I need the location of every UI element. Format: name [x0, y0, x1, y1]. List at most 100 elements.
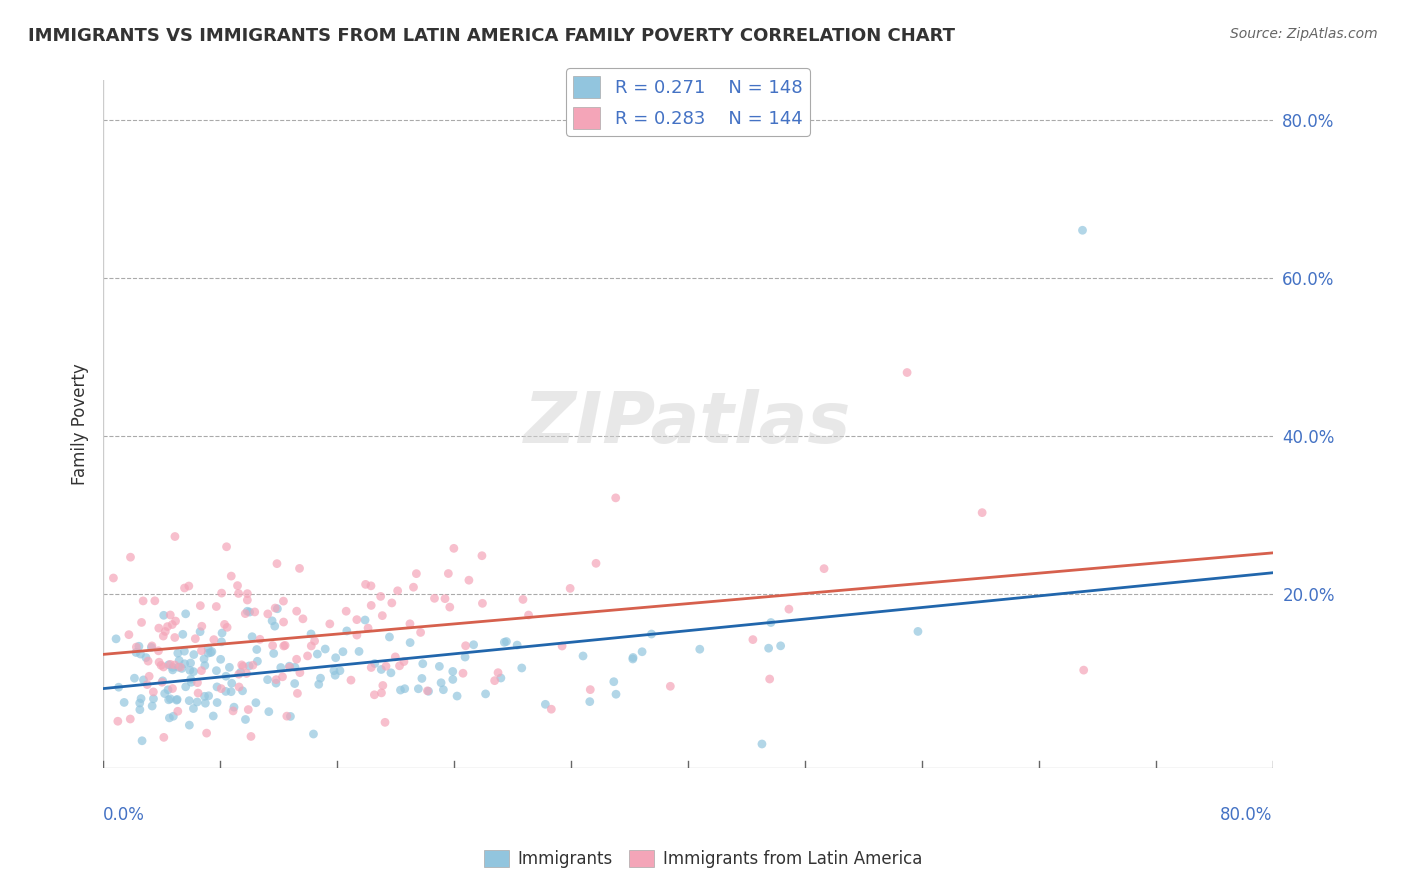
Point: [167, 653, 190, 667]
Point: [200, 646, 222, 660]
Point: [138, 669, 160, 683]
Point: [384, 649, 406, 664]
Point: [157, 693, 180, 707]
Point: [170, 661, 193, 675]
Point: [370, 590, 392, 604]
Point: [136, 654, 159, 668]
Point: [439, 600, 461, 615]
Point: [246, 642, 269, 657]
Point: [388, 658, 411, 673]
Point: [370, 663, 392, 677]
Point: [621, 650, 644, 665]
Point: [150, 658, 173, 673]
Point: [194, 696, 217, 710]
Point: [370, 686, 392, 700]
Point: [174, 680, 197, 694]
Point: [219, 569, 242, 583]
Point: [387, 583, 409, 598]
Point: [585, 557, 607, 571]
Point: [228, 680, 250, 694]
Point: [183, 665, 205, 679]
Point: [534, 698, 557, 712]
Point: [266, 557, 288, 571]
Point: [162, 660, 184, 674]
Point: [371, 678, 394, 692]
Point: [572, 648, 595, 663]
Point: [231, 683, 253, 698]
Point: [163, 529, 186, 543]
Point: [347, 644, 370, 658]
Point: [266, 601, 288, 615]
Point: [211, 626, 233, 640]
Point: [291, 612, 314, 626]
Point: [173, 657, 195, 671]
Point: [896, 366, 918, 380]
Point: [148, 621, 170, 635]
Point: [236, 593, 259, 607]
Point: [287, 686, 309, 700]
Point: [418, 684, 440, 698]
Point: [105, 632, 128, 646]
Point: [689, 642, 711, 657]
Point: [141, 639, 163, 653]
Point: [150, 675, 173, 690]
Point: [323, 668, 346, 682]
Point: [432, 682, 454, 697]
Point: [211, 635, 233, 649]
Point: [778, 602, 800, 616]
Point: [354, 577, 377, 591]
Point: [441, 673, 464, 687]
Point: [159, 607, 181, 622]
Point: [741, 632, 763, 647]
Point: [263, 647, 285, 661]
Point: [179, 718, 201, 732]
Point: [235, 713, 257, 727]
Point: [166, 704, 188, 718]
Point: [142, 685, 165, 699]
Point: [271, 670, 294, 684]
Point: [153, 731, 176, 745]
Point: [551, 639, 574, 653]
Text: IMMIGRANTS VS IMMIGRANTS FROM LATIN AMERICA FAMILY POVERTY CORRELATION CHART: IMMIGRANTS VS IMMIGRANTS FROM LATIN AMER…: [28, 27, 955, 45]
Point: [217, 620, 239, 634]
Point: [340, 673, 363, 687]
Point: [205, 599, 228, 614]
Point: [273, 615, 295, 629]
Point: [360, 660, 382, 674]
Point: [166, 692, 188, 706]
Point: [360, 579, 382, 593]
Point: [262, 614, 284, 628]
Point: [256, 607, 278, 621]
Point: [205, 680, 228, 694]
Point: [128, 640, 150, 654]
Point: [209, 652, 232, 666]
Point: [157, 711, 180, 725]
Point: [278, 660, 301, 674]
Point: [399, 616, 422, 631]
Point: [399, 635, 422, 649]
Point: [136, 677, 159, 691]
Point: [427, 659, 450, 673]
Point: [169, 660, 191, 674]
Point: [239, 605, 262, 619]
Point: [152, 673, 174, 688]
Point: [423, 591, 446, 606]
Point: [245, 696, 267, 710]
Point: [288, 665, 311, 680]
Point: [226, 579, 249, 593]
Point: [231, 657, 253, 672]
Point: [264, 673, 287, 687]
Point: [177, 579, 200, 593]
Point: [162, 617, 184, 632]
Point: [118, 628, 141, 642]
Point: [471, 549, 494, 563]
Point: [759, 615, 782, 630]
Point: [236, 586, 259, 600]
Point: [197, 641, 219, 656]
Point: [517, 608, 540, 623]
Point: [240, 730, 263, 744]
Point: [380, 665, 402, 680]
Point: [186, 675, 208, 690]
Point: [621, 652, 644, 666]
Point: [214, 617, 236, 632]
